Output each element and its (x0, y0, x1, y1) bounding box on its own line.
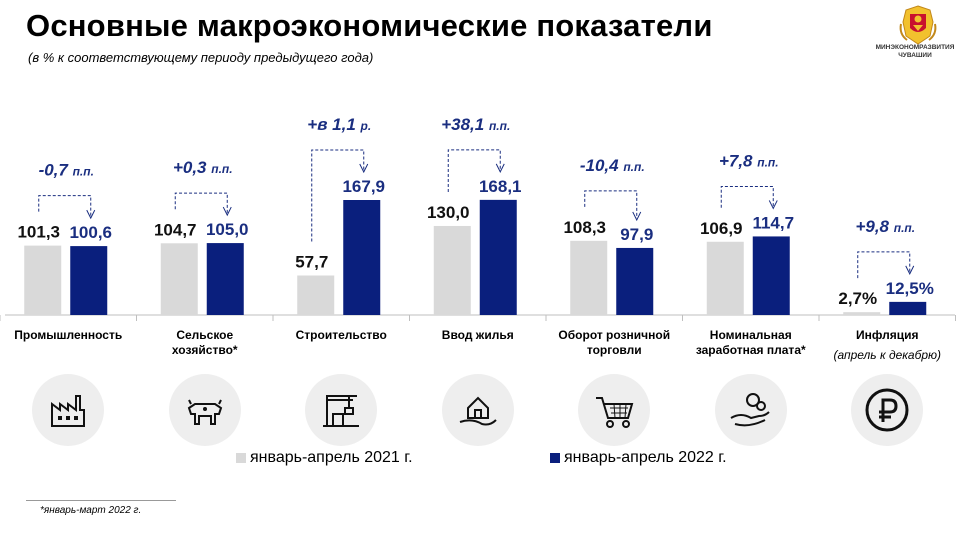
bar-2021 (160, 243, 198, 315)
change-arrowhead (495, 163, 505, 173)
footnote-divider (26, 500, 176, 501)
data-label-2022: 12,5% (886, 279, 934, 298)
house-in-hand-icon (459, 396, 497, 426)
data-label-2021: 101,3 (17, 223, 60, 242)
bar-2021 (570, 240, 608, 315)
bar-2022 (343, 200, 381, 315)
change-unit: п.п. (489, 119, 510, 133)
change-bracket (311, 149, 365, 242)
legend-swatch-2021 (236, 453, 246, 463)
change-value: -10,4 (580, 156, 623, 175)
data-label-2022: 168,1 (479, 177, 522, 196)
change-label: +38,1 п.п. (441, 115, 510, 134)
change-unit: р. (360, 119, 372, 133)
data-label-2022: 100,6 (69, 223, 112, 242)
category-label: Ввод жилья (441, 328, 514, 342)
coat-of-arms-logo (899, 5, 937, 45)
bar-2021 (843, 312, 881, 315)
category-label: Строительство (295, 328, 387, 342)
page-subtitle: (в % к соответствующему периоду предыдущ… (28, 50, 374, 65)
bar-2022 (206, 243, 244, 315)
factory-icon-badge (32, 374, 105, 446)
change-value: -0,7 (39, 161, 73, 180)
change-arrowhead (768, 200, 778, 210)
change-label: +в 1,1 р. (307, 115, 371, 134)
coins-in-hand-icon-badge (714, 374, 787, 446)
bar-2022 (616, 247, 654, 315)
change-arrowhead (222, 206, 232, 217)
shopping-cart-icon (596, 397, 634, 428)
page-title: Основные макроэкономические показатели (26, 8, 713, 43)
category-label: Номинальная заработная плата* (695, 328, 806, 357)
construction-crane-icon (323, 395, 360, 427)
bar-2022 (752, 236, 790, 315)
change-unit: п.п. (757, 155, 778, 169)
shopping-cart-icon-badge (578, 374, 651, 446)
house-in-hand-icon-badge (441, 374, 514, 446)
change-bracket (584, 190, 638, 218)
data-label-2021: 106,9 (700, 219, 743, 238)
data-label-2022: 97,9 (620, 225, 653, 244)
change-bracket (447, 149, 501, 192)
bar-2022 (70, 246, 108, 315)
change-label: +0,3 п.п. (173, 158, 233, 177)
bar-2021 (297, 275, 335, 315)
logo-caption: МИНЭКОНОМРАЗВИТИЯ ЧУВАШИИ (875, 44, 955, 59)
change-arrowhead (632, 211, 642, 222)
change-label: -0,7 п.п. (39, 161, 94, 180)
bar-2021 (24, 245, 62, 315)
change-label: -10,4 п.п. (580, 156, 645, 175)
legend-swatch-2022 (550, 453, 560, 463)
ruble-icon (865, 388, 909, 432)
change-bracket (174, 192, 228, 214)
change-value: +9,8 (855, 217, 893, 236)
data-label-2022: 105,0 (206, 220, 249, 239)
data-label-2021: 130,0 (427, 203, 470, 222)
data-label-2021: 2,7% (838, 289, 877, 308)
bar-2021 (706, 241, 744, 315)
legend-label-2022: январь-апрель 2022 г. (564, 449, 727, 466)
category-note: (апрель к декабрю) (833, 348, 942, 362)
change-value: +38,1 (441, 115, 489, 134)
footnote: *январь-март 2022 г. (40, 505, 142, 516)
coins-in-hand-icon (730, 393, 770, 427)
change-value: +в 1,1 (307, 115, 360, 134)
category-label: Оборот розничной торговли (558, 328, 671, 357)
change-value: +0,3 (173, 158, 211, 177)
category-label: Сельское хозяйство* (171, 328, 238, 357)
change-arrowhead (359, 163, 369, 174)
change-unit: п.п. (623, 160, 644, 174)
cow-icon-badge (168, 374, 241, 446)
change-arrowhead (86, 209, 96, 220)
category-label: Промышленность (14, 328, 123, 342)
change-arrowhead (905, 265, 915, 275)
factory-icon (51, 395, 86, 427)
change-value: +7,8 (719, 151, 757, 170)
data-label-2022: 114,7 (752, 213, 794, 232)
data-label-2021: 108,3 (563, 218, 606, 237)
ruble-icon-badge (851, 374, 924, 446)
change-bracket (38, 195, 92, 217)
change-unit: п.п. (211, 162, 232, 176)
change-label: +9,8 п.п. (855, 217, 915, 236)
bar-2022 (889, 301, 927, 315)
legend-label-2021: январь-апрель 2021 г. (250, 449, 413, 466)
change-unit: п.п. (894, 221, 915, 235)
bar-chart: 101,3 100,6 -0,7 п.п. 104,7 105,0 +0,3 п.п. 57… (0, 115, 956, 321)
change-unit: п.п. (73, 165, 94, 179)
data-label-2021: 104,7 (154, 220, 197, 239)
cow-icon (187, 399, 222, 425)
category-label: Инфляция (856, 328, 919, 342)
change-label: +7,8 п.п. (719, 151, 779, 170)
data-label-2022: 167,9 (342, 177, 385, 196)
change-bracket (857, 251, 911, 279)
bar-2022 (479, 199, 517, 315)
data-label-2021: 57,7 (295, 252, 328, 271)
construction-crane-icon-badge (305, 374, 378, 446)
bar-2021 (433, 225, 471, 315)
change-bracket (720, 185, 774, 208)
